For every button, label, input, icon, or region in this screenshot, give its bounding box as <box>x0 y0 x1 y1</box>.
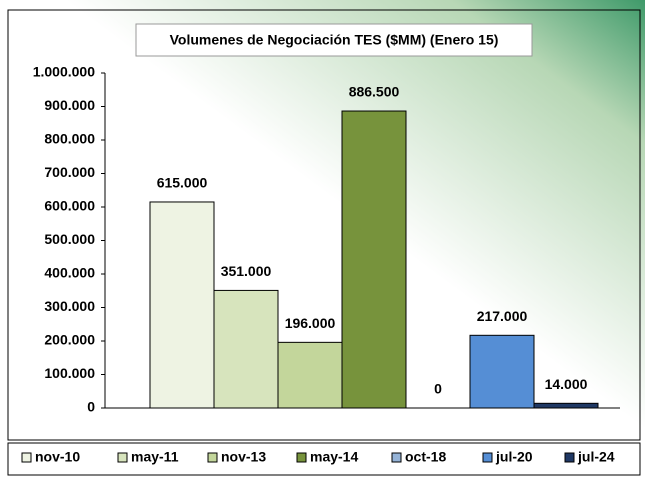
value-label: 615.000 <box>157 175 208 191</box>
value-label: 14.000 <box>545 376 588 392</box>
legend-swatch <box>482 452 493 463</box>
legend-swatch <box>564 452 575 463</box>
legend-swatch <box>391 452 402 463</box>
value-label: 886.500 <box>349 84 400 100</box>
bar <box>469 334 535 409</box>
legend-swatch <box>296 452 307 463</box>
legend-label: nov-13 <box>221 449 266 465</box>
y-tick-label: 800.000 <box>44 131 95 147</box>
value-label: 196.000 <box>285 315 336 331</box>
value-label: 0 <box>434 381 442 397</box>
y-tick-label: 200.000 <box>44 332 95 348</box>
bar <box>149 201 215 409</box>
y-tick-label: 1.000.000 <box>33 64 95 80</box>
legend-label: nov-10 <box>35 449 80 465</box>
legend-label: jul-24 <box>577 449 615 465</box>
plot-frame <box>7 9 641 441</box>
y-tick-label: 100.000 <box>44 365 95 381</box>
y-tick-label: 700.000 <box>44 164 95 180</box>
y-tick-label: 300.000 <box>44 298 95 314</box>
legend-label: may-14 <box>310 449 358 465</box>
legend-swatch <box>207 452 218 463</box>
title-box <box>135 23 533 57</box>
legend-swatch <box>21 452 32 463</box>
legend-label: oct-18 <box>405 449 446 465</box>
y-tick-label: 600.000 <box>44 198 95 214</box>
value-label: 351.000 <box>221 263 272 279</box>
chart-title: Volumenes de Negociación TES ($MM) (Ener… <box>170 32 499 48</box>
y-tick-label: 500.000 <box>44 231 95 247</box>
legend-label: may-11 <box>131 449 179 465</box>
bar <box>533 402 599 409</box>
value-label: 217.000 <box>477 308 528 324</box>
y-tick-label: 900.000 <box>44 97 95 113</box>
y-tick-label: 0 <box>87 399 95 415</box>
legend-box <box>7 442 641 476</box>
bar <box>277 341 343 409</box>
legend-swatch <box>117 452 128 463</box>
y-tick-label: 400.000 <box>44 265 95 281</box>
bar <box>341 110 407 409</box>
bar <box>213 289 279 409</box>
legend-label: jul-20 <box>495 449 533 465</box>
